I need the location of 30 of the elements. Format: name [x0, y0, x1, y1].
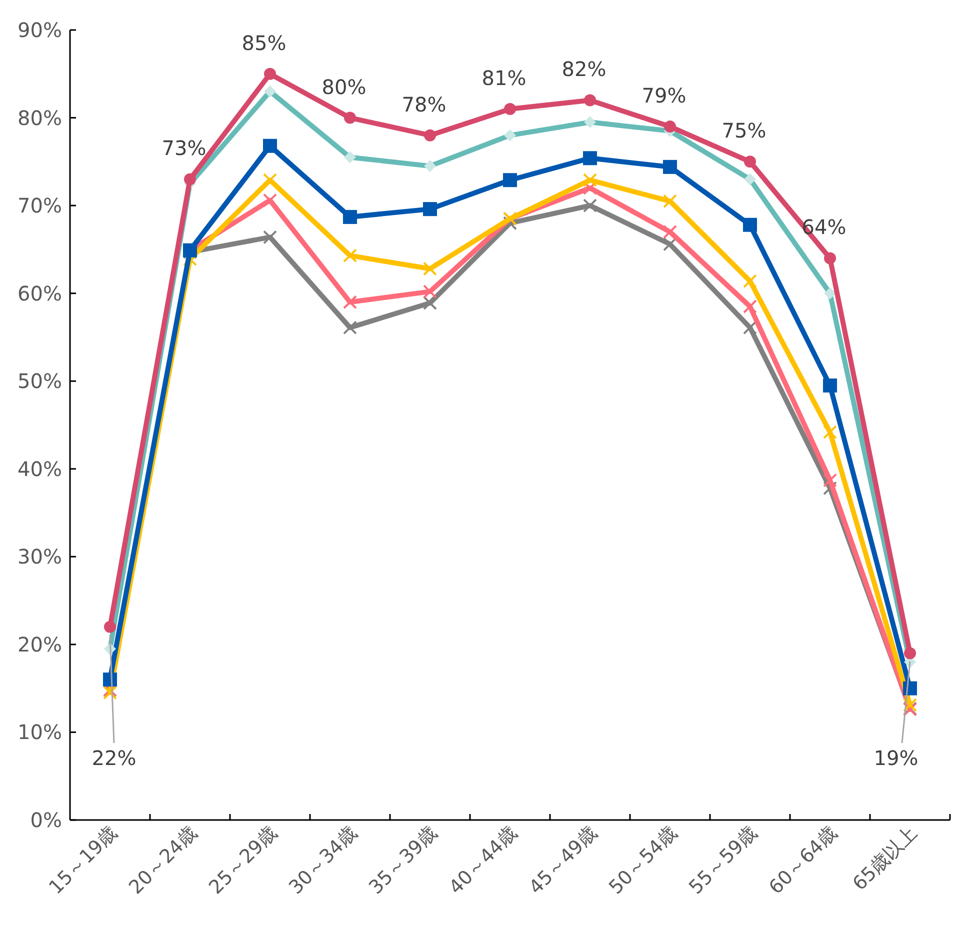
y-tick-label: 30%	[18, 544, 62, 569]
y-tick-label: 10%	[18, 720, 62, 744]
data-label: 22%	[92, 746, 136, 770]
x-tick-label: 50～54歳	[604, 822, 682, 899]
x-tick-label: 65歳以上	[848, 822, 922, 895]
x-tick-label: 35～39歳	[364, 822, 442, 899]
y-tick-label: 40%	[18, 456, 62, 481]
data-label: 81%	[482, 66, 526, 90]
y-tick-label: 70%	[18, 194, 62, 218]
data-label: 19%	[874, 746, 918, 770]
y-tick-label: 0%	[30, 808, 62, 832]
data-label: 82%	[562, 57, 606, 82]
x-tick-label: 60～64歳	[764, 822, 842, 899]
y-tick-label: 20%	[18, 632, 62, 656]
x-tick-label: 55～59歳	[684, 822, 762, 899]
x-tick-label: 25～29歳	[204, 822, 282, 899]
x-tick-label: 30～34歳	[284, 822, 362, 899]
y-tick-label: 50%	[18, 369, 62, 394]
y-tick-label: 90%	[18, 18, 62, 42]
x-tick-label: 45～49歳	[524, 822, 602, 899]
x-tick-label: 40～44歳	[444, 822, 522, 899]
data-label: 78%	[402, 92, 446, 116]
data-label: 73%	[162, 136, 206, 160]
y-tick-label: 60%	[18, 281, 62, 306]
y-tick-label: 80%	[18, 106, 62, 130]
data-label: 80%	[322, 74, 366, 99]
data-label: 79%	[642, 84, 686, 108]
x-tick-label: 20～24歳	[124, 822, 202, 899]
data-label: 75%	[722, 118, 766, 143]
data-label: 85%	[242, 30, 286, 55]
